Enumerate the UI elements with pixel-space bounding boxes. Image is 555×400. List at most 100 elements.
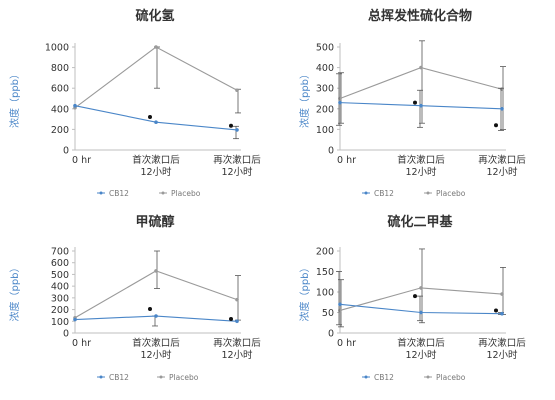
x-tick-label-line: 12小时 [405,349,437,361]
y-tick-label: 150 [316,267,334,278]
data-point-placebo [154,269,158,273]
x-tick-label: 再次漱口后 12小时 [213,337,261,361]
series-line-cb12 [74,105,238,131]
x-tick-label-line: 12小时 [140,349,172,361]
legend-marker-cb12 [99,191,103,195]
x-tick-label-line: 12小时 [221,166,253,178]
x-tick-label: 首次漱口后 12小时 [397,337,445,361]
legend-label-placebo: Placebo [171,189,201,198]
y-tick-label: 50 [322,308,334,319]
significance-marker [229,123,233,128]
y-tick-label: 100 [51,317,69,328]
data-point-cb12 [154,314,158,318]
y-tick-label: 700 [51,247,69,258]
legend-marker-placebo [426,375,430,379]
data-point-cb12 [500,107,504,111]
legend-label-placebo: Placebo [436,373,466,382]
x-tick-label-line: 0 hr [72,338,91,349]
data-point-cb12 [235,128,239,132]
legend-marker-placebo [159,375,163,379]
y-tick-label: 600 [51,84,69,95]
significance-marker [494,308,498,313]
y-axis-label: 浓度（ppb） [8,69,21,128]
x-tick-label-line: 12小时 [221,349,253,361]
y-tick-label: 300 [316,84,334,95]
y-tick-label: 1000 [45,43,69,54]
y-tick-label: 200 [316,247,334,258]
legend-marker-placebo [161,191,165,195]
legend-label-cb12: CB12 [374,373,394,382]
significance-marker [148,115,152,120]
chart-title: 总挥发性硫化合物 [368,8,472,24]
legend: CB12 Placebo [97,189,201,198]
y-tick-label: 800 [51,63,69,74]
legend-label-placebo: Placebo [436,189,466,198]
x-tick-label-line: 首次漱口后 [132,154,180,166]
x-tick-label-line: 12小时 [486,349,518,361]
y-axis-label: 浓度（ppb） [298,262,311,321]
x-tick-label-line: 首次漱口后 [397,154,445,166]
x-tick-label-line: 首次漱口后 [132,337,180,349]
x-tick-label: 首次漱口后 12小时 [397,154,445,178]
data-point-cb12 [419,103,423,108]
x-tick-label: 0 hr [72,338,91,349]
legend: CB12 Placebo [362,189,466,198]
y-tick-label: 500 [316,43,334,54]
y-tick-label: 400 [51,282,69,293]
legend: CB12 Placebo [362,373,466,382]
x-tick-label-line: 0 hr [337,338,356,349]
data-point-cb12 [338,100,342,105]
x-tick-label-line: 12小时 [140,166,172,178]
x-tick-label: 0 hr [337,338,356,349]
legend-label-placebo: Placebo [169,373,199,382]
x-tick-label-line: 12小时 [405,166,437,178]
x-tick-label: 再次漱口后 12小时 [213,154,261,178]
series-line-placebo [339,67,503,100]
x-tick-label: 再次漱口后 12小时 [478,154,526,178]
data-point-cb12 [73,317,77,322]
data-point-placebo [154,45,158,49]
x-tick-label-line: 再次漱口后 [478,337,526,349]
data-point-placebo [235,88,239,93]
legend-label-cb12: CB12 [374,189,394,198]
x-tick-label: 再次漱口后 12小时 [478,337,526,361]
x-tick-label-line: 再次漱口后 [213,337,261,349]
y-tick-label: 100 [316,125,334,136]
x-tick-label: 首次漱口后 12小时 [132,154,180,178]
chart-title: 甲硫醇 [135,214,174,230]
legend-marker-cb12 [364,375,368,379]
series-line-placebo [74,270,238,319]
legend-marker-cb12 [99,375,103,379]
legend-marker-placebo [426,191,430,195]
y-tick-label: 100 [316,288,334,299]
y-tick-label: 200 [51,305,69,316]
y-tick-label: 400 [51,104,69,115]
y-tick-label: 200 [316,104,334,115]
x-tick-label-line: 0 hr [337,155,356,166]
data-point-placebo [419,286,423,290]
y-tick-label: 500 [51,270,69,281]
y-axis-label: 浓度（ppb） [298,69,311,128]
y-tick-label: 0 [328,146,334,157]
data-point-cb12 [154,120,158,124]
x-tick-label-line: 首次漱口后 [397,337,445,349]
y-tick-label: 300 [51,293,69,304]
data-point-cb12 [235,319,239,324]
significance-marker [413,294,417,299]
legend-label-cb12: CB12 [109,373,129,382]
data-point-cb12 [73,103,77,108]
x-tick-label: 0 hr [72,155,91,166]
data-point-placebo [235,297,239,302]
legend-marker-cb12 [364,191,368,195]
significance-marker [229,316,233,321]
data-point-placebo [419,65,423,70]
y-tick-label: 200 [51,125,69,136]
legend: CB12 Placebo [97,373,199,382]
legend-label-cb12: CB12 [109,189,129,198]
x-tick-label-line: 再次漱口后 [213,154,261,166]
